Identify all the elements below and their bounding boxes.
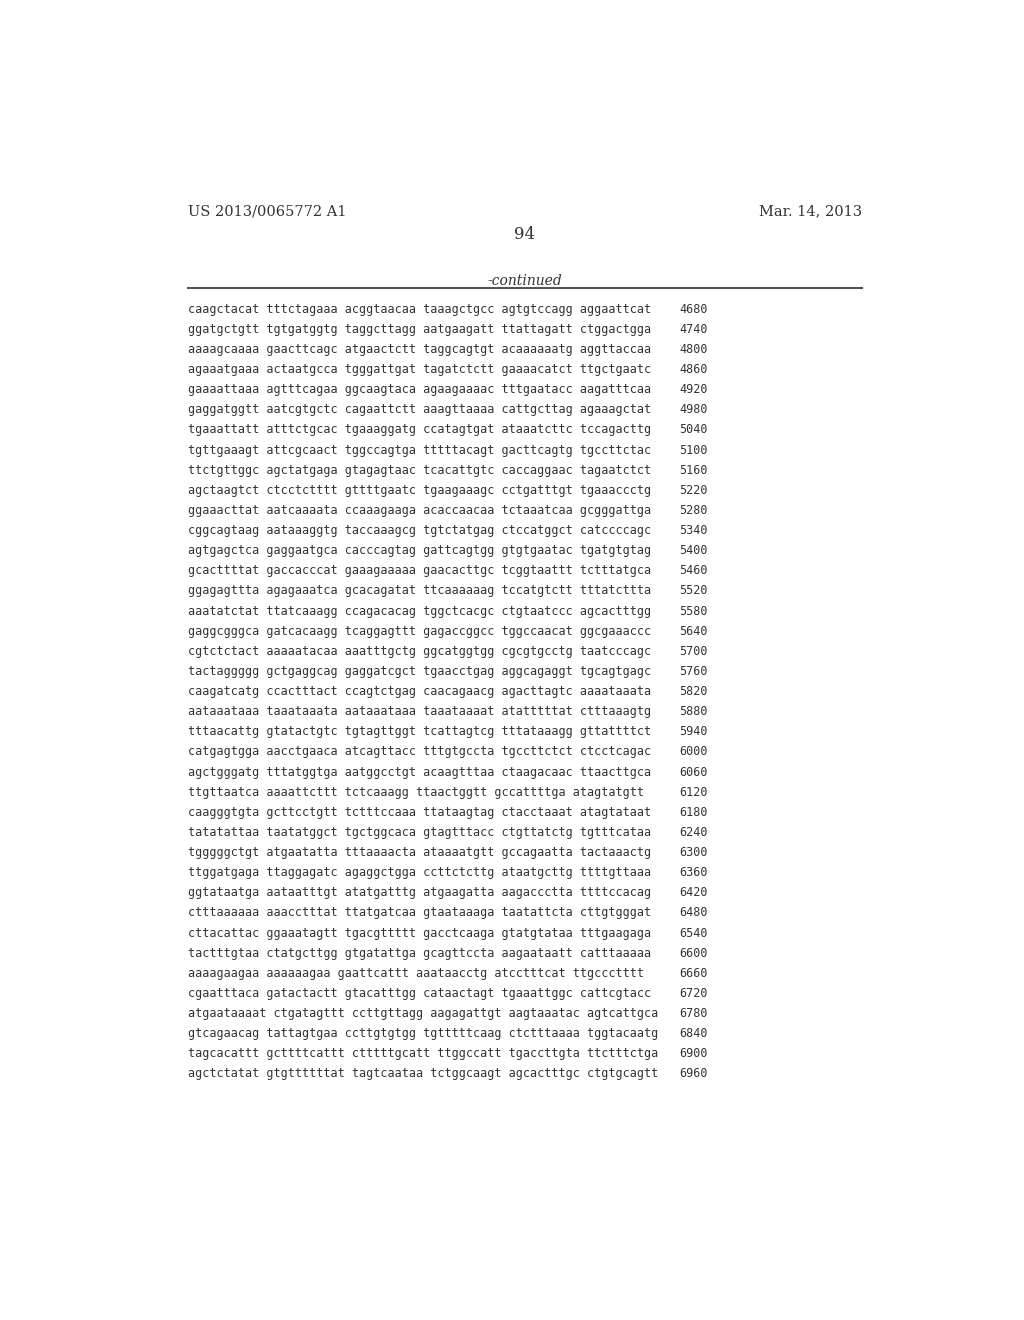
Text: 4860: 4860	[680, 363, 708, 376]
Text: tttaacattg gtatactgtc tgtagttggt tcattagtcg tttataaagg gttattttct: tttaacattg gtatactgtc tgtagttggt tcattag…	[187, 726, 650, 738]
Text: ttgttaatca aaaattcttt tctcaaagg ttaactggtt gccattttga atagtatgtt: ttgttaatca aaaattcttt tctcaaagg ttaactgg…	[187, 785, 643, 799]
Text: 6960: 6960	[680, 1068, 708, 1081]
Text: 5940: 5940	[680, 726, 708, 738]
Text: gcacttttat gaccacccat gaaagaaaaa gaacacttgc tcggtaattt tctttatgca: gcacttttat gaccacccat gaaagaaaaa gaacact…	[187, 565, 650, 577]
Text: -continued: -continued	[487, 275, 562, 288]
Text: 4980: 4980	[680, 404, 708, 416]
Text: 6660: 6660	[680, 966, 708, 979]
Text: ggagagttta agagaaatca gcacagatat ttcaaaaaag tccatgtctt tttatcttta: ggagagttta agagaaatca gcacagatat ttcaaaa…	[187, 585, 650, 598]
Text: agtgagctca gaggaatgca cacccagtag gattcagtgg gtgtgaatac tgatgtgtag: agtgagctca gaggaatgca cacccagtag gattcag…	[187, 544, 650, 557]
Text: cgaatttaca gatactactt gtacatttgg cataactagt tgaaattggc cattcgtacc: cgaatttaca gatactactt gtacatttgg cataact…	[187, 987, 650, 1001]
Text: 5340: 5340	[680, 524, 708, 537]
Text: 6720: 6720	[680, 987, 708, 1001]
Text: caagatcatg ccactttact ccagtctgag caacagaacg agacttagtc aaaataaata: caagatcatg ccactttact ccagtctgag caacaga…	[187, 685, 650, 698]
Text: 94: 94	[514, 227, 536, 243]
Text: cttacattac ggaaatagtt tgacgttttt gacctcaaga gtatgtataa tttgaagaga: cttacattac ggaaatagtt tgacgttttt gacctca…	[187, 927, 650, 940]
Text: tgttgaaagt attcgcaact tggccagtga tttttacagt gacttcagtg tgccttctac: tgttgaaagt attcgcaact tggccagtga tttttac…	[187, 444, 650, 457]
Text: 6840: 6840	[680, 1027, 708, 1040]
Text: ggatgctgtt tgtgatggtg taggcttagg aatgaagatt ttattagatt ctggactgga: ggatgctgtt tgtgatggtg taggcttagg aatgaag…	[187, 323, 650, 335]
Text: 5640: 5640	[680, 624, 708, 638]
Text: 4920: 4920	[680, 383, 708, 396]
Text: gtcagaacag tattagtgaa ccttgtgtgg tgtttttcaag ctctttaaaa tggtacaatg: gtcagaacag tattagtgaa ccttgtgtgg tgttttt…	[187, 1027, 657, 1040]
Text: atgaataaaat ctgatagttt ccttgttagg aagagattgt aagtaaatac agtcattgca: atgaataaaat ctgatagttt ccttgttagg aagaga…	[187, 1007, 657, 1020]
Text: 5820: 5820	[680, 685, 708, 698]
Text: gaggatggtt aatcgtgctc cagaattctt aaagttaaaa cattgcttag agaaagctat: gaggatggtt aatcgtgctc cagaattctt aaagtta…	[187, 404, 650, 416]
Text: ggtataatga aataatttgt atatgatttg atgaagatta aagaccctta ttttccacag: ggtataatga aataatttgt atatgatttg atgaaga…	[187, 886, 650, 899]
Text: gaggcgggca gatcacaagg tcaggagttt gagaccggcc tggccaacat ggcgaaaccc: gaggcgggca gatcacaagg tcaggagttt gagaccg…	[187, 624, 650, 638]
Text: ctttaaaaaa aaacctttat ttatgatcaa gtaataaaga taatattcta cttgtgggat: ctttaaaaaa aaacctttat ttatgatcaa gtaataa…	[187, 907, 650, 920]
Text: 5160: 5160	[680, 463, 708, 477]
Text: 4740: 4740	[680, 323, 708, 335]
Text: tactaggggg gctgaggcag gaggatcgct tgaacctgag aggcagaggt tgcagtgagc: tactaggggg gctgaggcag gaggatcgct tgaacct…	[187, 665, 650, 678]
Text: cggcagtaag aataaaggtg taccaaagcg tgtctatgag ctccatggct catccccagc: cggcagtaag aataaaggtg taccaaagcg tgtctat…	[187, 524, 650, 537]
Text: 6360: 6360	[680, 866, 708, 879]
Text: 6540: 6540	[680, 927, 708, 940]
Text: agctctatat gtgttttttat tagtcaataa tctggcaagt agcactttgc ctgtgcagtt: agctctatat gtgttttttat tagtcaataa tctggc…	[187, 1068, 657, 1081]
Text: ttggatgaga ttaggagatc agaggctgga ccttctcttg ataatgcttg ttttgttaaa: ttggatgaga ttaggagatc agaggctgga ccttctc…	[187, 866, 650, 879]
Text: 6780: 6780	[680, 1007, 708, 1020]
Text: 6240: 6240	[680, 826, 708, 840]
Text: 5460: 5460	[680, 565, 708, 577]
Text: 6300: 6300	[680, 846, 708, 859]
Text: agaaatgaaa actaatgcca tgggattgat tagatctctt gaaaacatct ttgctgaatc: agaaatgaaa actaatgcca tgggattgat tagatct…	[187, 363, 650, 376]
Text: catgagtgga aacctgaaca atcagttacc tttgtgccta tgccttctct ctcctcagac: catgagtgga aacctgaaca atcagttacc tttgtgc…	[187, 746, 650, 759]
Text: gaaaattaaa agtttcagaa ggcaagtaca agaagaaaac tttgaatacc aagatttcaa: gaaaattaaa agtttcagaa ggcaagtaca agaagaa…	[187, 383, 650, 396]
Text: tatatattaa taatatggct tgctggcaca gtagtttacc ctgttatctg tgtttcataa: tatatattaa taatatggct tgctggcaca gtagttt…	[187, 826, 650, 840]
Text: caagctacat tttctagaaa acggtaacaa taaagctgcc agtgtccagg aggaattcat: caagctacat tttctagaaa acggtaacaa taaagct…	[187, 302, 650, 315]
Text: 6180: 6180	[680, 805, 708, 818]
Text: aataaataaa taaataaata aataaataaa taaataaaat atatttttat ctttaaagtg: aataaataaa taaataaata aataaataaa taaataa…	[187, 705, 650, 718]
Text: tgaaattatt atttctgcac tgaaaggatg ccatagtgat ataaatcttc tccagacttg: tgaaattatt atttctgcac tgaaaggatg ccatagt…	[187, 424, 650, 437]
Text: 5700: 5700	[680, 645, 708, 657]
Text: tagcacattt gcttttcattt ctttttgcatt ttggccatt tgaccttgta ttctttctga: tagcacattt gcttttcattt ctttttgcatt ttggc…	[187, 1047, 657, 1060]
Text: ggaaacttat aatcaaaata ccaaagaaga acaccaacaa tctaaatcaa gcgggattga: ggaaacttat aatcaaaata ccaaagaaga acaccaa…	[187, 504, 650, 517]
Text: aaaagaagaa aaaaaagaa gaattcattt aaataacctg atcctttcat ttgccctttt: aaaagaagaa aaaaaagaa gaattcattt aaataacc…	[187, 966, 643, 979]
Text: 6000: 6000	[680, 746, 708, 759]
Text: Mar. 14, 2013: Mar. 14, 2013	[759, 205, 862, 218]
Text: aaaagcaaaa gaacttcagc atgaactctt taggcagtgt acaaaaaatg aggttaccaa: aaaagcaaaa gaacttcagc atgaactctt taggcag…	[187, 343, 650, 356]
Text: aaatatctat ttatcaaagg ccagacacag tggctcacgc ctgtaatccc agcactttgg: aaatatctat ttatcaaagg ccagacacag tggctca…	[187, 605, 650, 618]
Text: US 2013/0065772 A1: US 2013/0065772 A1	[187, 205, 346, 218]
Text: tactttgtaa ctatgcttgg gtgatattga gcagttccta aagaataatt catttaaaaa: tactttgtaa ctatgcttgg gtgatattga gcagttc…	[187, 946, 650, 960]
Text: 6480: 6480	[680, 907, 708, 920]
Text: ttctgttggc agctatgaga gtagagtaac tcacattgtc caccaggaac tagaatctct: ttctgttggc agctatgaga gtagagtaac tcacatt…	[187, 463, 650, 477]
Text: 5580: 5580	[680, 605, 708, 618]
Text: agctgggatg tttatggtga aatggcctgt acaagtttaa ctaagacaac ttaacttgca: agctgggatg tttatggtga aatggcctgt acaagtt…	[187, 766, 650, 779]
Text: 6060: 6060	[680, 766, 708, 779]
Text: 4680: 4680	[680, 302, 708, 315]
Text: 6120: 6120	[680, 785, 708, 799]
Text: 5880: 5880	[680, 705, 708, 718]
Text: 5280: 5280	[680, 504, 708, 517]
Text: 5400: 5400	[680, 544, 708, 557]
Text: cgtctctact aaaaatacaa aaatttgctg ggcatggtgg cgcgtgcctg taatcccagc: cgtctctact aaaaatacaa aaatttgctg ggcatgg…	[187, 645, 650, 657]
Text: 6600: 6600	[680, 946, 708, 960]
Text: caagggtgta gcttcctgtt tctttccaaa ttataagtag ctacctaaat atagtataat: caagggtgta gcttcctgtt tctttccaaa ttataag…	[187, 805, 650, 818]
Text: agctaagtct ctcctctttt gttttgaatc tgaagaaagc cctgatttgt tgaaaccctg: agctaagtct ctcctctttt gttttgaatc tgaagaa…	[187, 484, 650, 496]
Text: 5220: 5220	[680, 484, 708, 496]
Text: 4800: 4800	[680, 343, 708, 356]
Text: 5760: 5760	[680, 665, 708, 678]
Text: 5520: 5520	[680, 585, 708, 598]
Text: tgggggctgt atgaatatta tttaaaacta ataaaatgtt gccagaatta tactaaactg: tgggggctgt atgaatatta tttaaaacta ataaaat…	[187, 846, 650, 859]
Text: 5040: 5040	[680, 424, 708, 437]
Text: 6420: 6420	[680, 886, 708, 899]
Text: 5100: 5100	[680, 444, 708, 457]
Text: 6900: 6900	[680, 1047, 708, 1060]
